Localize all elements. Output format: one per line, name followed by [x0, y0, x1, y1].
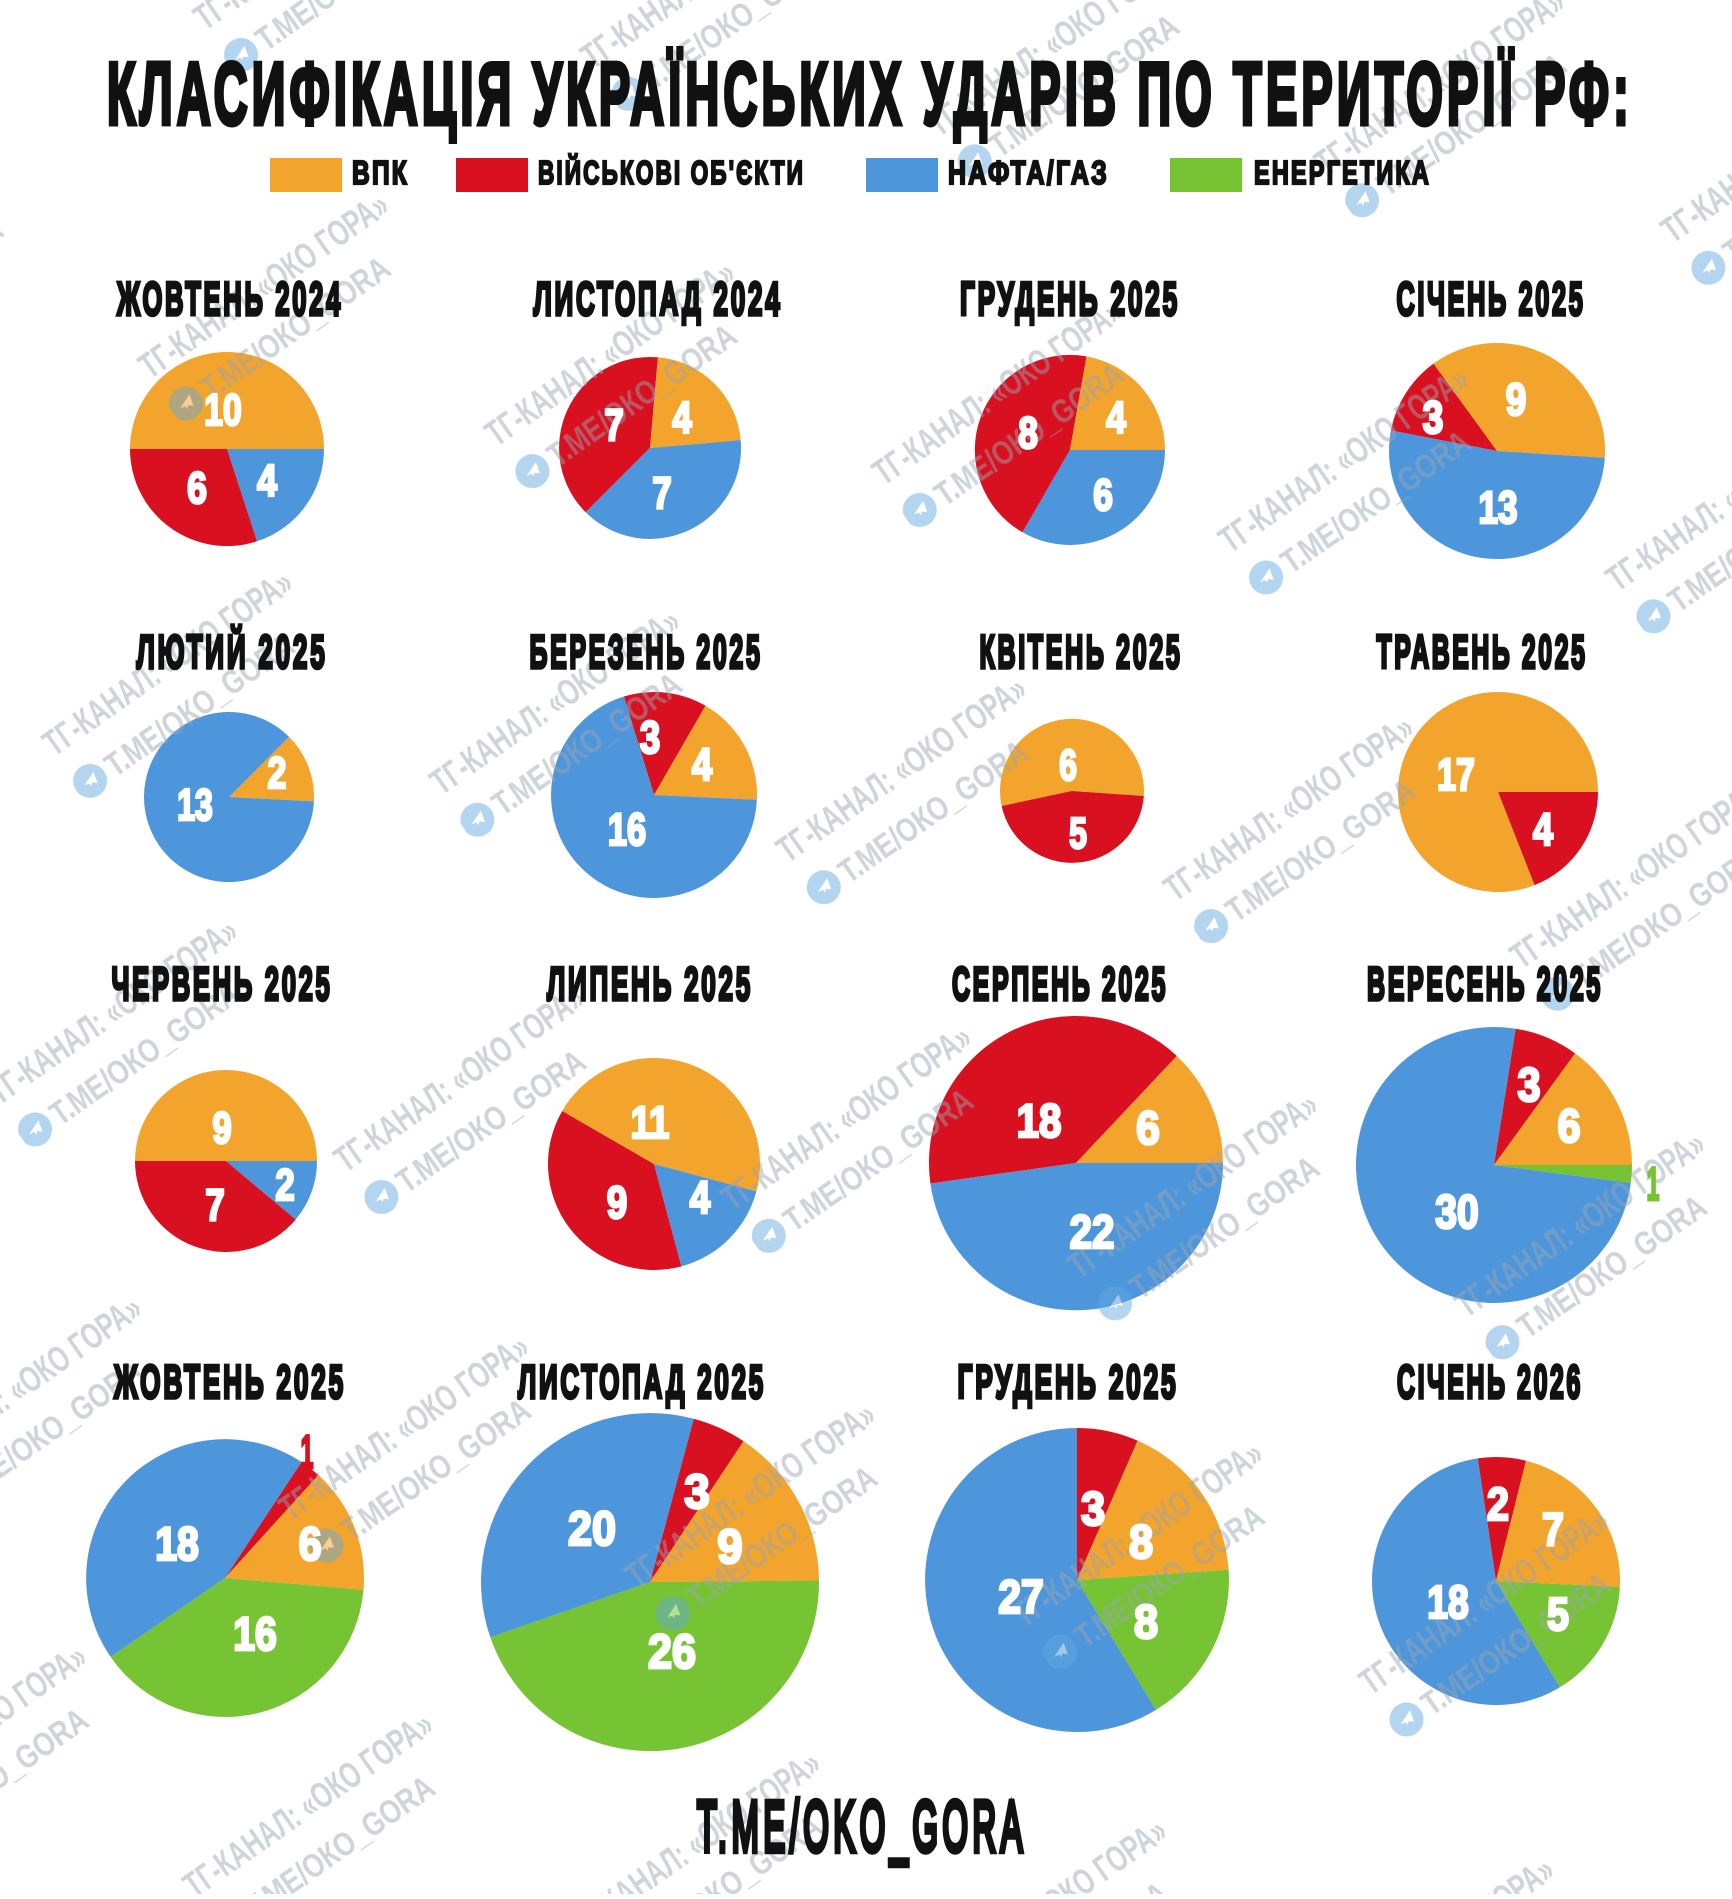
- svg-text:9: 9: [212, 1104, 231, 1153]
- svg-text:ВЕРЕСЕНЬ 2025: ВЕРЕСЕНЬ 2025: [1367, 957, 1603, 1010]
- svg-text:7: 7: [205, 1181, 224, 1230]
- svg-text:ГРУДЕНЬ 2025: ГРУДЕНЬ 2025: [960, 272, 1180, 325]
- svg-text:7: 7: [604, 401, 623, 450]
- svg-text:2: 2: [1487, 1478, 1509, 1530]
- svg-text:БЕРЕЗЕНЬ 2025: БЕРЕЗЕНЬ 2025: [530, 625, 763, 678]
- svg-text:13: 13: [177, 781, 213, 830]
- svg-text:3: 3: [684, 1465, 709, 1519]
- svg-text:ТРАВЕНЬ 2025: ТРАВЕНЬ 2025: [1377, 625, 1588, 678]
- svg-text:7: 7: [652, 469, 671, 518]
- svg-text:ЛИСТОПАД 2025: ЛИСТОПАД 2025: [518, 1355, 766, 1408]
- svg-text:T.ME/OKO_GORA: T.ME/OKO_GORA: [697, 1788, 1027, 1867]
- svg-text:ЛИПЕНЬ 2025: ЛИПЕНЬ 2025: [547, 957, 753, 1010]
- svg-text:4: 4: [1533, 804, 1553, 855]
- svg-text:7: 7: [1542, 1503, 1564, 1555]
- svg-text:9: 9: [1506, 374, 1527, 425]
- svg-text:4: 4: [1106, 393, 1126, 443]
- svg-text:ЧЕРВЕНЬ 2025: ЧЕРВЕНЬ 2025: [112, 957, 333, 1010]
- svg-text:27: 27: [998, 1571, 1044, 1624]
- svg-text:9: 9: [717, 1520, 742, 1574]
- svg-text:3: 3: [1081, 1483, 1105, 1536]
- svg-text:4: 4: [692, 739, 712, 790]
- svg-text:КЛАСИФІКАЦІЯ УКРАЇНСЬКИХ УДАРІ: КЛАСИФІКАЦІЯ УКРАЇНСЬКИХ УДАРІВ ПО ТЕРИТ…: [107, 44, 1633, 143]
- svg-text:13: 13: [1479, 482, 1518, 533]
- svg-text:6: 6: [1558, 1100, 1581, 1152]
- svg-text:17: 17: [1437, 749, 1475, 800]
- svg-text:6: 6: [187, 462, 207, 513]
- svg-text:5: 5: [1069, 810, 1087, 858]
- svg-text:11: 11: [631, 1097, 670, 1148]
- svg-text:1: 1: [1647, 1158, 1660, 1210]
- svg-text:4: 4: [690, 1172, 711, 1223]
- svg-text:ЖОВТЕНЬ 2025: ЖОВТЕНЬ 2025: [113, 1355, 346, 1408]
- svg-text:9: 9: [607, 1177, 628, 1228]
- svg-text:СЕРПЕНЬ 2025: СЕРПЕНЬ 2025: [952, 957, 1168, 1010]
- svg-text:3: 3: [1518, 1059, 1541, 1111]
- svg-text:18: 18: [1427, 1576, 1468, 1628]
- svg-text:18: 18: [1017, 1095, 1062, 1148]
- svg-text:ЛЮТИЙ 2025: ЛЮТИЙ 2025: [137, 625, 328, 678]
- svg-text:5: 5: [1547, 1588, 1569, 1640]
- svg-text:8: 8: [1134, 1596, 1158, 1649]
- svg-text:3: 3: [640, 712, 660, 763]
- svg-text:ЖОВТЕНЬ 2024: ЖОВТЕНЬ 2024: [116, 272, 343, 325]
- svg-text:6: 6: [1059, 742, 1077, 790]
- svg-text:4: 4: [672, 394, 691, 443]
- svg-text:8: 8: [1129, 1516, 1153, 1569]
- svg-text:18: 18: [155, 1517, 199, 1570]
- svg-text:6: 6: [1093, 470, 1113, 520]
- svg-text:16: 16: [233, 1607, 277, 1660]
- svg-text:2: 2: [268, 749, 287, 798]
- svg-text:20: 20: [568, 1502, 616, 1556]
- svg-text:6: 6: [298, 1517, 321, 1570]
- svg-text:ВПК: ВПК: [352, 154, 409, 191]
- svg-text:16: 16: [608, 804, 646, 855]
- svg-text:СІЧЕНЬ 2026: СІЧЕНЬ 2026: [1397, 1355, 1583, 1408]
- svg-text:26: 26: [648, 1625, 696, 1679]
- svg-text:СІЧЕНЬ 2025: СІЧЕНЬ 2025: [1397, 272, 1586, 325]
- svg-text:6: 6: [1136, 1102, 1160, 1155]
- svg-text:2: 2: [275, 1161, 294, 1210]
- svg-text:22: 22: [1070, 1206, 1115, 1259]
- svg-text:3: 3: [1423, 392, 1444, 443]
- svg-text:ГРУДЕНЬ 2025: ГРУДЕНЬ 2025: [958, 1355, 1179, 1408]
- svg-text:ВІЙСЬКОВІ ОБ'ЄКТИ: ВІЙСЬКОВІ ОБ'ЄКТИ: [538, 153, 805, 191]
- svg-text:1: 1: [301, 1425, 314, 1478]
- svg-text:ЕНЕРГЕТИКА: ЕНЕРГЕТИКА: [1254, 154, 1431, 191]
- svg-text:КВІТЕНЬ 2025: КВІТЕНЬ 2025: [980, 625, 1183, 678]
- svg-text:4: 4: [257, 455, 277, 506]
- svg-text:НАФТА/ГАЗ: НАФТА/ГАЗ: [948, 154, 1109, 191]
- svg-text:30: 30: [1435, 1186, 1478, 1238]
- svg-text:8: 8: [1018, 408, 1038, 458]
- svg-text:10: 10: [204, 384, 241, 435]
- svg-text:ЛИСТОПАД 2024: ЛИСТОПАД 2024: [534, 272, 783, 325]
